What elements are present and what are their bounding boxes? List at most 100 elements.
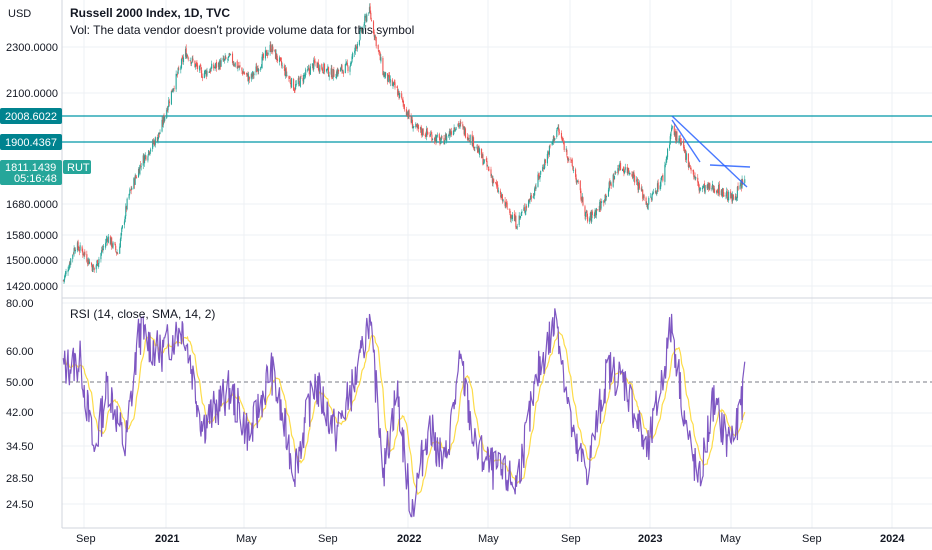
candle [600,201,602,211]
candle-body [417,124,420,130]
candle-body [713,188,715,191]
candle-body [544,159,546,164]
trendline-resistance[interactable] [709,164,751,168]
candle-body [340,66,342,68]
candle [76,240,78,253]
candle [391,78,393,87]
candle [87,257,89,266]
candle [552,134,554,146]
chart-title[interactable]: Russell 2000 Index, 1D, TVC [70,6,230,20]
candle-body [584,206,586,216]
candle-body [425,128,428,137]
candle [323,62,326,75]
candle [462,125,465,130]
candle [608,180,610,192]
candle [562,136,564,142]
rsi-pane[interactable] [62,308,932,518]
candle-body [117,253,119,255]
candle [501,193,503,204]
candle-body [599,200,601,210]
candle [460,118,462,127]
last-price-label[interactable]: 1811.1439 05:16:48 RUT [0,160,91,185]
candle-body [490,169,492,177]
candle [383,71,385,78]
candle-body [158,132,160,138]
candle [363,22,365,30]
candle [513,210,516,222]
candle [716,189,718,195]
candle [435,133,437,146]
trendline-upper[interactable] [671,115,748,188]
candle [274,49,276,53]
candle [86,250,88,263]
volume-note: Vol: The data vendor doesn't provide vol… [70,23,414,37]
candle [667,147,669,160]
candle [299,80,301,87]
candle-body [186,55,189,57]
candle [701,185,704,193]
candle [387,73,389,85]
candle [86,259,89,267]
candle [487,166,489,172]
candle-body [515,215,517,228]
candle-body [577,181,579,182]
candle [471,130,473,147]
candle-body [96,260,98,265]
candle [195,63,197,70]
candle [205,69,207,74]
candle [316,61,318,69]
candle-body [258,69,260,71]
candle-body [403,104,405,106]
rsi-label[interactable]: RSI (14, close, SMA, 14, 2) [70,307,215,321]
candle [552,139,554,145]
candle-body [218,63,220,70]
candle [201,67,203,78]
candle [164,116,166,123]
price-pane[interactable] [62,3,932,284]
candle [241,67,243,75]
candle [736,197,738,202]
candle [186,54,189,58]
candle-body [666,157,668,160]
candle [309,68,311,77]
candle-body [396,87,398,88]
candle [509,210,512,223]
candle [646,202,648,209]
candle-body [615,171,617,173]
trendline-lower[interactable] [671,119,701,163]
candle [358,39,360,47]
candle [678,135,680,145]
candle-body [740,182,742,189]
level-label-2008[interactable]: 2008.6022 [0,108,62,124]
candle-body [314,61,316,63]
candle [360,27,362,34]
candle-body [354,50,356,54]
candle [499,188,501,198]
candle [67,266,69,276]
candle-body [708,183,710,189]
candle [121,226,123,236]
candle [328,71,330,81]
candle-body [152,140,154,144]
candle [385,72,387,79]
candle-body [722,188,724,195]
candle [603,199,606,203]
level-label-1900[interactable]: 1900.4367 [0,134,62,150]
candle-body [397,88,399,96]
candle-body [131,188,133,190]
candle-body [266,55,268,56]
candle [449,128,451,136]
candle-body [285,68,287,75]
candle [722,187,724,199]
candle-body [510,218,512,220]
candle-body [471,134,473,146]
candle [247,71,249,82]
candle-body [546,153,548,164]
candle [186,53,188,59]
candle [693,169,695,180]
trendlines[interactable] [671,115,751,188]
candle-body [204,70,206,75]
candle [704,185,706,195]
